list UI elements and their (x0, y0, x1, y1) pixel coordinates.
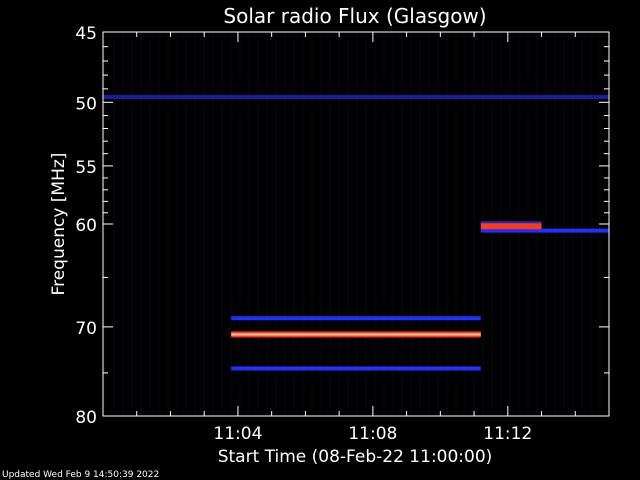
x-tick-label: 11:12 (483, 424, 532, 444)
chart-title: Solar radio Flux (Glasgow) (223, 4, 486, 28)
update-timestamp: Updated Wed Feb 9 14:50:39 2022 (2, 470, 159, 480)
emission-peak (231, 333, 481, 336)
emission-band (231, 316, 481, 321)
emission-band (103, 94, 609, 99)
y-axis-label: Frequency [MHz] (49, 153, 69, 296)
y-tick-label: 50 (75, 94, 97, 114)
x-tick-label: 11:04 (213, 424, 262, 444)
emission-band (480, 228, 609, 233)
x-axis-label: Start Time (08-Feb-22 11:00:00) (218, 447, 493, 467)
plot-area (103, 34, 609, 414)
emission-band (231, 366, 481, 371)
y-tick-label: 45 (75, 24, 97, 44)
emission-band (480, 223, 542, 230)
y-tick-label: 60 (75, 216, 97, 236)
y-tick-label: 70 (75, 319, 97, 339)
y-tick-label: 55 (75, 158, 97, 178)
x-axis: 11:04 11:08 11:12 (136, 32, 576, 444)
y-axis: 45 50 55 60 70 80 (75, 24, 609, 428)
y-tick-label: 80 (75, 408, 97, 428)
x-tick-label: 11:08 (348, 424, 397, 444)
